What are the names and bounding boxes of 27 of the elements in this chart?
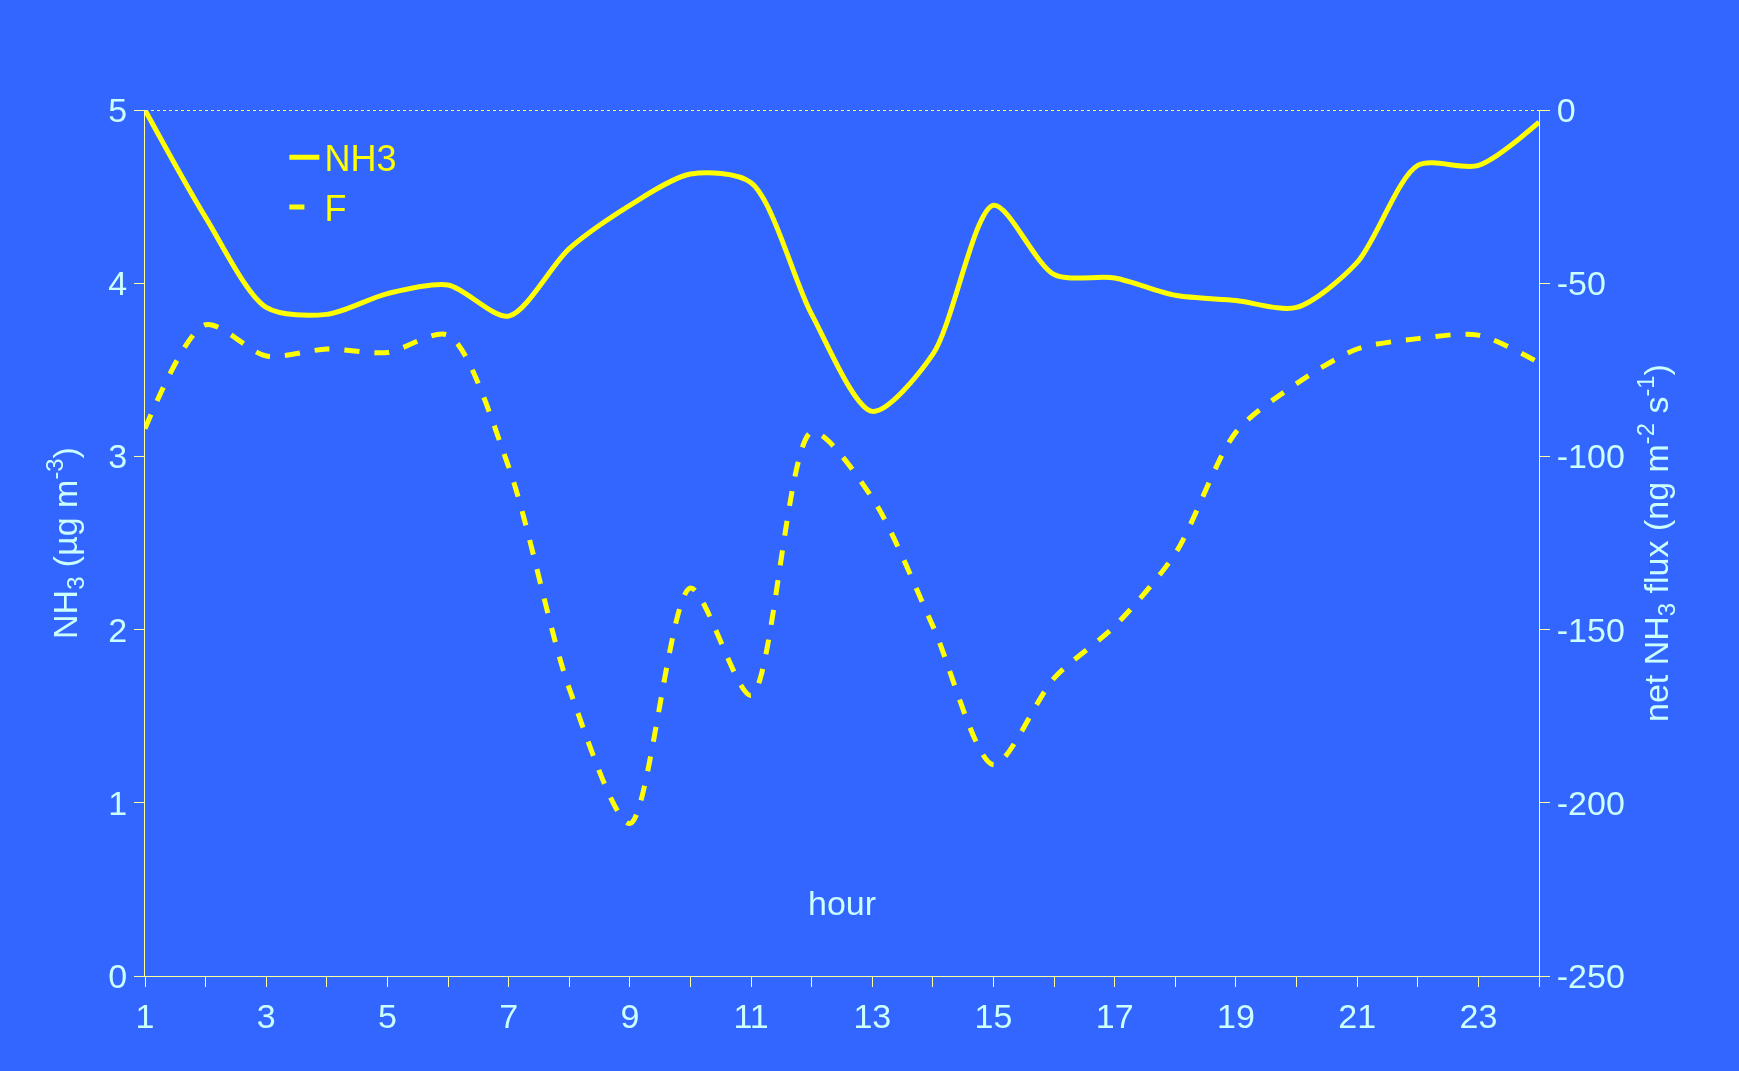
x-axis-title: hour xyxy=(808,884,877,922)
x-tick-label: 5 xyxy=(377,996,397,1035)
x-tick-label: 21 xyxy=(1338,996,1377,1035)
y-tick-label: 3 xyxy=(108,437,128,476)
legend-label: F xyxy=(324,188,347,230)
y2-tick-label: -150 xyxy=(1556,610,1625,649)
x-tick-label: 1 xyxy=(135,996,155,1035)
y-tick-label: 1 xyxy=(108,783,128,822)
y-tick-label: 4 xyxy=(108,264,128,303)
x-tick-label: 13 xyxy=(853,996,892,1035)
y2-tick-label: -200 xyxy=(1556,783,1625,822)
x-tick-label: 17 xyxy=(1095,996,1134,1035)
x-tick-label: 19 xyxy=(1217,996,1255,1035)
legend-label: NH3 xyxy=(324,138,397,180)
y2-tick-label: -250 xyxy=(1556,956,1625,995)
y2-tick-label: -50 xyxy=(1556,264,1606,303)
x-tick-label: 15 xyxy=(974,996,1013,1035)
y2-tick-label: -100 xyxy=(1556,437,1625,476)
x-tick-label: 23 xyxy=(1459,996,1498,1035)
y-tick-label: 0 xyxy=(108,956,128,995)
x-tick-label: 7 xyxy=(499,996,519,1035)
y2-tick-label: 0 xyxy=(1556,90,1576,129)
x-tick-label: 9 xyxy=(620,996,640,1035)
y-tick-label: 2 xyxy=(108,610,128,649)
x-tick-label: 3 xyxy=(256,996,276,1035)
x-tick-label: 11 xyxy=(733,996,769,1035)
y-tick-label: 5 xyxy=(108,90,128,129)
